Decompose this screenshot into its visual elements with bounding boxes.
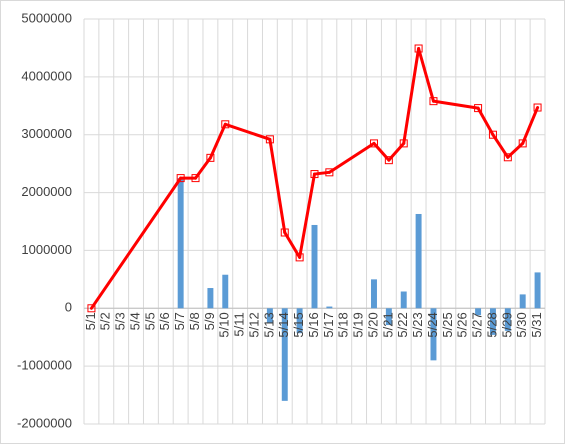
bar <box>207 288 214 309</box>
line-marker <box>384 156 393 165</box>
bar <box>519 294 526 309</box>
line-marker <box>399 139 408 148</box>
x-tick-label: 5/7 <box>172 312 187 330</box>
line-marker <box>325 168 334 177</box>
bar <box>326 306 333 309</box>
x-tick-label: 5/17 <box>321 312 336 337</box>
x-tick-label: 5/29 <box>499 312 514 337</box>
x-tick-label: 5/3 <box>113 312 128 330</box>
line-segment <box>223 122 272 141</box>
y-tick-label: -2000000 <box>17 415 72 430</box>
x-tick-label: 5/15 <box>291 312 306 337</box>
line-marker <box>295 253 304 262</box>
x-tick-label: 5/6 <box>157 312 172 330</box>
line-marker <box>176 174 185 183</box>
bar <box>296 308 303 334</box>
line-marker <box>265 135 274 144</box>
y-tick-label: 5000000 <box>21 10 72 25</box>
x-tick-label: 5/20 <box>365 312 380 337</box>
x-tick-label: 5/5 <box>142 312 157 330</box>
y-tick-label: 3000000 <box>21 126 72 141</box>
bar <box>534 272 541 309</box>
x-tick-label: 5/30 <box>514 312 529 337</box>
bar <box>430 308 437 361</box>
line-marker <box>474 104 483 113</box>
line-marker <box>87 304 96 313</box>
line-marker <box>414 44 423 53</box>
bar <box>266 308 273 323</box>
x-tick-label: 5/4 <box>127 312 142 330</box>
line-segment <box>327 141 376 174</box>
bar <box>475 308 482 316</box>
x-tick-label: 5/31 <box>529 312 544 337</box>
y-tick-label: 1000000 <box>21 242 72 257</box>
line-marker <box>221 120 230 129</box>
line-segment <box>431 99 480 110</box>
line-segment <box>208 122 227 160</box>
y-tick-label: -1000000 <box>17 358 72 373</box>
x-tick-label: 5/19 <box>351 312 366 337</box>
x-tick-label: 5/16 <box>306 312 321 337</box>
line-marker <box>280 228 289 237</box>
bar <box>504 308 511 331</box>
bar <box>371 279 377 309</box>
bar <box>489 308 496 335</box>
bar <box>222 274 229 309</box>
y-tick-label: 2000000 <box>21 184 72 199</box>
x-tick-label: 5/22 <box>395 312 410 337</box>
bar <box>415 213 422 309</box>
line-segment <box>89 176 183 310</box>
line-marker <box>310 170 319 179</box>
line-marker <box>488 130 497 139</box>
x-tick-label: 5/10 <box>217 312 232 337</box>
x-tick-label: 5/9 <box>202 312 217 330</box>
line-segment <box>372 141 391 162</box>
line-marker <box>533 103 542 112</box>
bar <box>400 291 407 309</box>
x-tick-label: 5/11 <box>232 312 247 336</box>
y-tick-label: 0 <box>65 300 72 315</box>
line-segment <box>476 106 495 137</box>
x-tick-label: 5/25 <box>440 312 455 337</box>
x-tick-label: 5/12 <box>246 312 261 337</box>
line-segment <box>417 47 435 103</box>
bar <box>281 308 288 401</box>
line-marker <box>518 139 527 148</box>
x-tick-label: 5/21 <box>380 312 395 337</box>
line-segment <box>402 47 421 145</box>
bar <box>385 308 392 326</box>
x-tick-label: 5/26 <box>455 312 470 337</box>
x-tick-label: 5/23 <box>410 312 425 337</box>
line-marker <box>206 153 215 162</box>
x-tick-label: 5/14 <box>276 312 291 337</box>
bar <box>177 178 184 309</box>
line-marker <box>369 139 378 148</box>
line-marker <box>429 97 438 106</box>
bar <box>311 224 318 309</box>
x-tick-label: 5/28 <box>484 312 499 337</box>
x-tick-label: 5/27 <box>470 312 485 337</box>
line-marker <box>191 174 200 183</box>
line-segment <box>387 141 406 162</box>
line-segment <box>506 141 525 159</box>
x-tick-label: 5/13 <box>261 312 276 337</box>
line-segment <box>283 230 302 259</box>
line-segment <box>298 172 316 259</box>
x-tick-label: 5/2 <box>98 312 113 330</box>
x-tick-label: 5/1 <box>83 312 98 330</box>
x-tick-label: 5/18 <box>336 312 351 337</box>
line-marker <box>503 153 512 162</box>
line-segment <box>313 170 331 176</box>
line-segment <box>268 137 287 234</box>
line-segment <box>521 106 540 145</box>
y-tick-label: 4000000 <box>21 68 72 83</box>
x-tick-label: 5/8 <box>187 312 202 330</box>
x-tick-label: 5/24 <box>425 312 440 337</box>
